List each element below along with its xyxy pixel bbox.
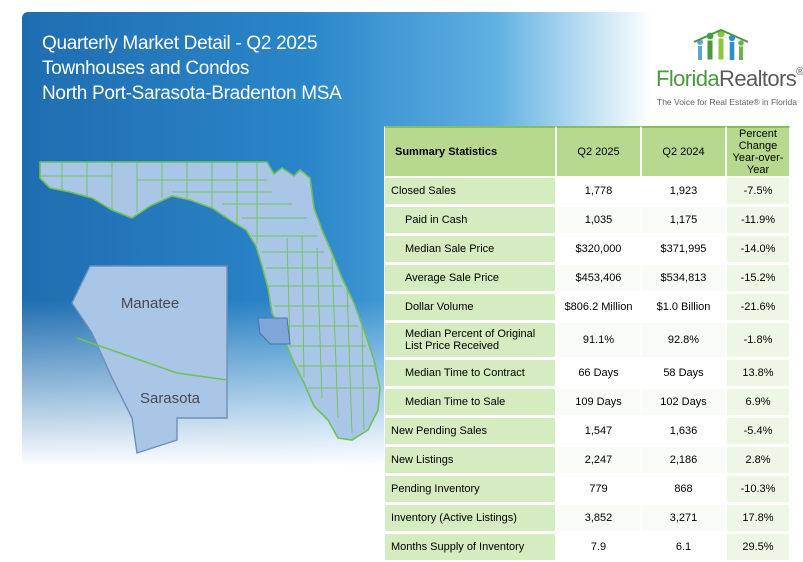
table-body: Closed Sales 1,778 1,923 -7.5% Paid in Cash 1… bbox=[384, 177, 790, 562]
table-row: Median Sale Price $320,000 $371,995 -14.0% bbox=[384, 235, 790, 264]
table-row: New Pending Sales 1,547 1,636 -5.4% bbox=[384, 417, 790, 446]
row-q2-2025: 109 Days bbox=[556, 388, 641, 417]
row-q2-2025: 7.9 bbox=[556, 533, 641, 562]
property-type: Townhouses and Condos bbox=[42, 58, 250, 79]
row-q2-2025: 1,035 bbox=[556, 206, 641, 235]
row-q2-2025: $806.2 Million bbox=[556, 293, 641, 322]
row-q2-2025: 66 Days bbox=[556, 359, 641, 388]
report-title: Quarterly Market Detail - Q2 2025 bbox=[42, 33, 318, 54]
row-q2-2025: $453,406 bbox=[556, 264, 641, 293]
logo-name-florida: Florida bbox=[656, 66, 720, 91]
logo-name: FloridaRealtors® bbox=[656, 66, 803, 92]
header-q2-2024: Q2 2024 bbox=[641, 126, 726, 177]
table-row: Months Supply of Inventory 7.9 6.1 29.5% bbox=[384, 533, 790, 562]
row-label: Average Sale Price bbox=[384, 264, 556, 293]
summary-statistics-table: Summary Statistics Q2 2025 Q2 2024 Perce… bbox=[384, 126, 790, 562]
market-area: North Port-Sarasota-Bradenton MSA bbox=[42, 83, 342, 104]
table-row: Dollar Volume $806.2 Million $1.0 Billion -… bbox=[384, 293, 790, 322]
florida-map: Manatee Sarasota bbox=[39, 161, 381, 454]
table-row: New Listings 2,247 2,186 2.8% bbox=[384, 446, 790, 475]
row-q2-2024: 1,923 bbox=[641, 177, 726, 206]
row-q2-2025: $320,000 bbox=[556, 235, 641, 264]
row-q2-2025: 1,547 bbox=[556, 417, 641, 446]
florida-realtors-people-icon bbox=[693, 28, 749, 60]
row-q2-2024: $534,813 bbox=[641, 264, 726, 293]
logo-registered-mark: ® bbox=[796, 66, 803, 78]
row-label: Median Percent of Original List Price Re… bbox=[384, 322, 556, 359]
row-percent-change: -21.6% bbox=[726, 293, 790, 322]
row-q2-2024: $371,995 bbox=[641, 235, 726, 264]
row-q2-2024: 1,175 bbox=[641, 206, 726, 235]
row-label: Pending Inventory bbox=[384, 475, 556, 504]
row-q2-2025: 1,778 bbox=[556, 177, 641, 206]
row-q2-2024: 868 bbox=[641, 475, 726, 504]
row-q2-2024: 3,271 bbox=[641, 504, 726, 533]
table-row: Inventory (Active Listings) 3,852 3,271 17.… bbox=[384, 504, 790, 533]
county-divider bbox=[76, 337, 228, 381]
row-q2-2024: $1.0 Billion bbox=[641, 293, 726, 322]
row-label: Paid in Cash bbox=[384, 206, 556, 235]
row-percent-change: 13.8% bbox=[726, 359, 790, 388]
table-row: Median Percent of Original List Price Re… bbox=[384, 322, 790, 359]
table-row: Median Time to Contract 66 Days 58 Days 13.… bbox=[384, 359, 790, 388]
row-q2-2024: 102 Days bbox=[641, 388, 726, 417]
row-percent-change: -7.5% bbox=[726, 177, 790, 206]
table-row: Average Sale Price $453,406 $534,813 -15.2% bbox=[384, 264, 790, 293]
row-percent-change: 17.8% bbox=[726, 504, 790, 533]
row-q2-2025: 91.1% bbox=[556, 322, 641, 359]
table-row: Closed Sales 1,778 1,923 -7.5% bbox=[384, 177, 790, 206]
row-label: Dollar Volume bbox=[384, 293, 556, 322]
header-percent-change: Percent Change Year-over-Year bbox=[726, 126, 790, 177]
inset-region bbox=[71, 265, 228, 454]
row-percent-change: -15.2% bbox=[726, 264, 790, 293]
manatee-label: Manatee bbox=[121, 295, 179, 312]
row-q2-2024: 2,186 bbox=[641, 446, 726, 475]
row-q2-2025: 779 bbox=[556, 475, 641, 504]
row-percent-change: 29.5% bbox=[726, 533, 790, 562]
sarasota-label: Sarasota bbox=[140, 390, 201, 407]
table-row: Paid in Cash 1,035 1,175 -11.9% bbox=[384, 206, 790, 235]
row-label: Median Sale Price bbox=[384, 235, 556, 264]
table-header-row: Summary Statistics Q2 2025 Q2 2024 Perce… bbox=[384, 126, 790, 177]
row-q2-2025: 2,247 bbox=[556, 446, 641, 475]
highlighted-counties bbox=[257, 317, 291, 345]
header-summary-statistics: Summary Statistics bbox=[384, 126, 556, 177]
row-q2-2024: 92.8% bbox=[641, 322, 726, 359]
row-percent-change: -11.9% bbox=[726, 206, 790, 235]
logo-name-realtors: Realtors bbox=[719, 66, 797, 91]
row-q2-2025: 3,852 bbox=[556, 504, 641, 533]
row-percent-change: 6.9% bbox=[726, 388, 790, 417]
row-percent-change: 2.8% bbox=[726, 446, 790, 475]
row-label: New Pending Sales bbox=[384, 417, 556, 446]
table-row: Median Time to Sale 109 Days 102 Days 6.9% bbox=[384, 388, 790, 417]
row-label: Closed Sales bbox=[384, 177, 556, 206]
row-label: Inventory (Active Listings) bbox=[384, 504, 556, 533]
row-label: Median Time to Contract bbox=[384, 359, 556, 388]
row-percent-change: -14.0% bbox=[726, 235, 790, 264]
table-row: Pending Inventory 779 868 -10.3% bbox=[384, 475, 790, 504]
row-percent-change: -1.8% bbox=[726, 322, 790, 359]
row-q2-2024: 1,636 bbox=[641, 417, 726, 446]
header-q2-2025: Q2 2025 bbox=[556, 126, 641, 177]
row-percent-change: -5.4% bbox=[726, 417, 790, 446]
row-label: Months Supply of Inventory bbox=[384, 533, 556, 562]
florida-outline bbox=[39, 161, 381, 441]
row-label: New Listings bbox=[384, 446, 556, 475]
row-percent-change: -10.3% bbox=[726, 475, 790, 504]
row-label: Median Time to Sale bbox=[384, 388, 556, 417]
row-q2-2024: 58 Days bbox=[641, 359, 726, 388]
logo-tagline: The Voice for Real Estate® in Florida bbox=[657, 97, 797, 107]
row-q2-2024: 6.1 bbox=[641, 533, 726, 562]
